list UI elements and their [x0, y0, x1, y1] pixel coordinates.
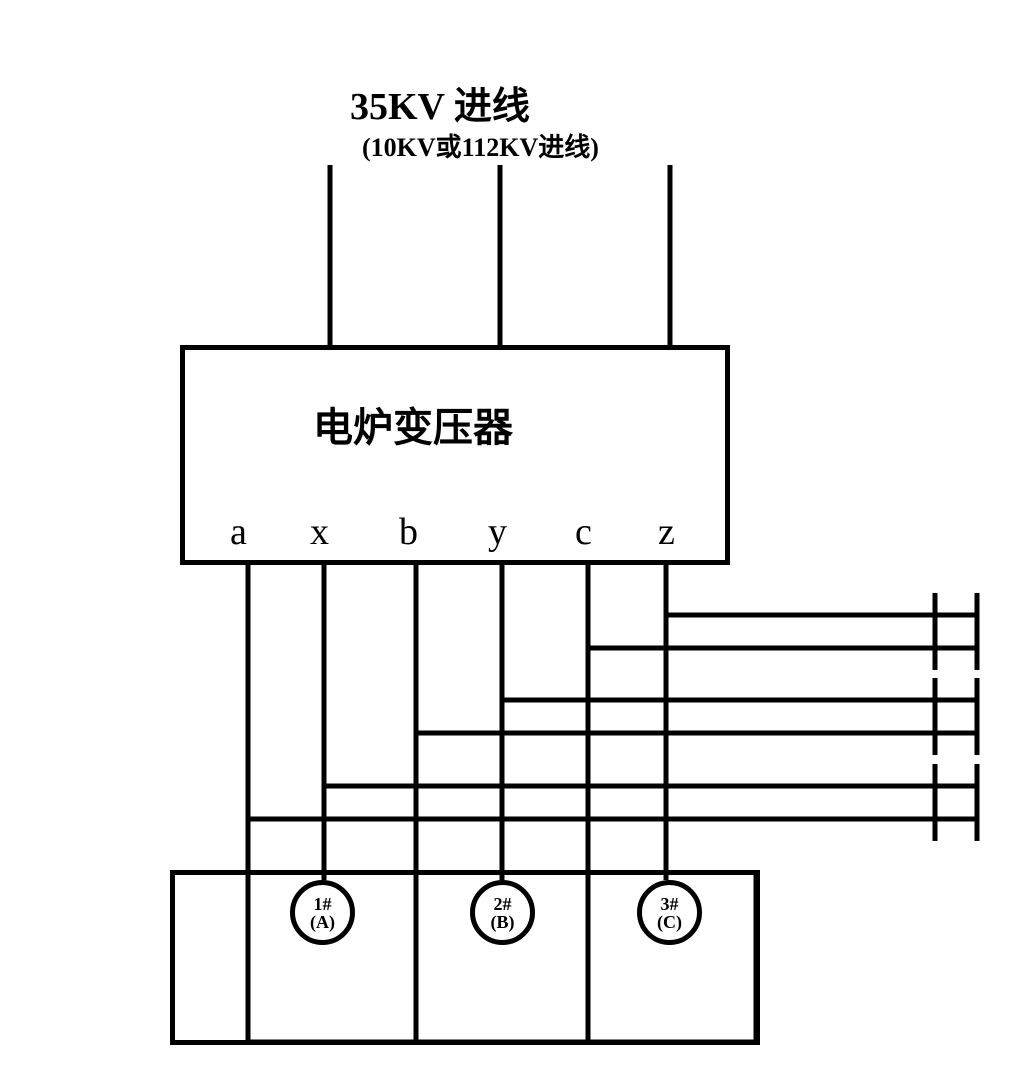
terminal-a: a [230, 510, 247, 554]
transformer-label: 电炉变压器 [313, 395, 513, 453]
electrode-3-phase: (C) [657, 913, 682, 931]
terminal-c: c [575, 510, 592, 554]
electrode-2-phase: (B) [491, 913, 515, 931]
terminal-z: z [658, 510, 675, 554]
electrode-2-num: 2# [494, 895, 512, 913]
terminal-x: x [310, 510, 329, 554]
electrode-1-phase: (A) [310, 913, 335, 931]
electrode-2: 2# (B) [470, 880, 535, 945]
terminal-b: b [399, 510, 418, 554]
electrode-1: 1# (A) [290, 880, 355, 945]
electrode-3-num: 3# [661, 895, 679, 913]
electrode-1-num: 1# [314, 895, 332, 913]
terminal-y: y [488, 510, 507, 554]
electrode-3: 3# (C) [637, 880, 702, 945]
transformer-box [180, 345, 730, 565]
circuit-diagram: 35KV 进线 (10KV或112KV进线) [0, 0, 1015, 1066]
